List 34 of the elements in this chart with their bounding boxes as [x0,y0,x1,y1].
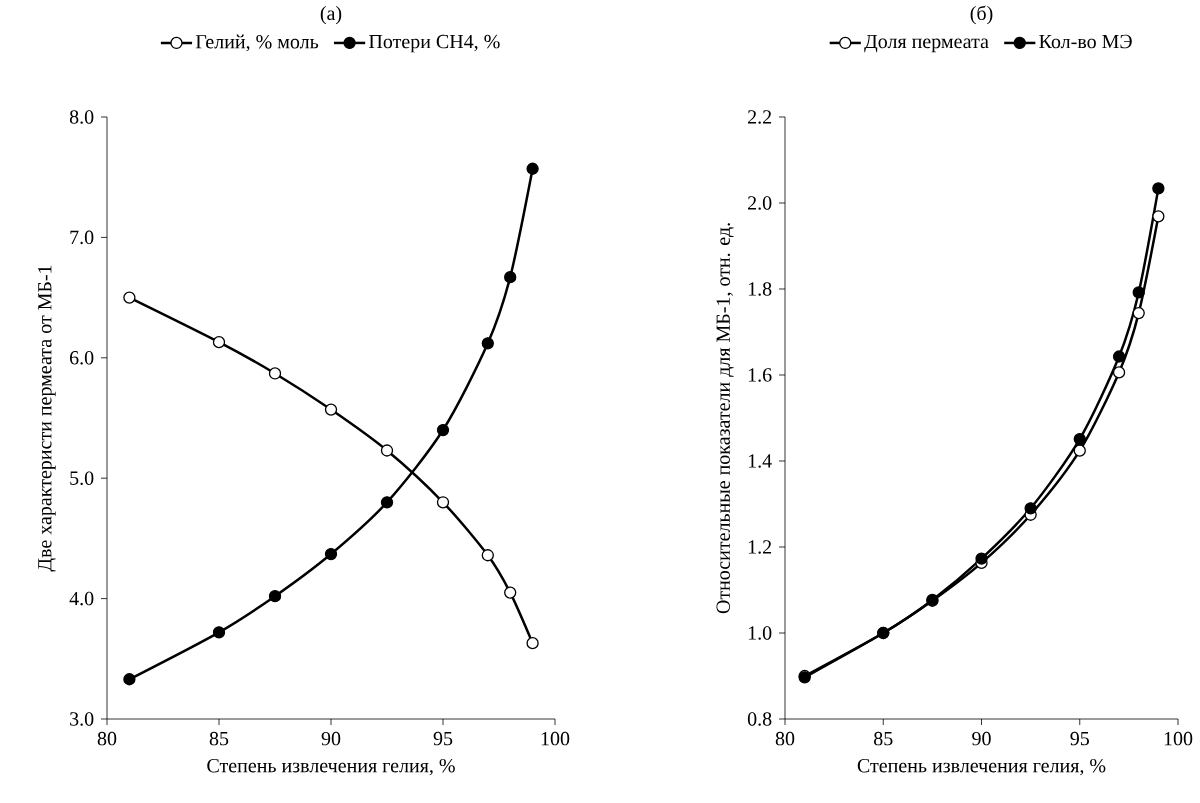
x-tick-label: 90 [321,731,341,746]
y-tick-label: 1.0 [748,626,772,640]
y-tick-label: 2.2 [748,110,772,124]
y-tick-label: 1.2 [748,540,772,554]
y-tick-label: 2.0 [748,196,772,210]
y-tick-label: 1.6 [748,368,772,382]
x-tick-label: 95 [1070,731,1089,746]
y-tick-label: 1.8 [748,282,772,296]
y-tick-label: 0.8 [747,712,772,726]
y-tick-label: 1.4 [748,454,772,468]
x-tick-label: 85 [209,731,229,746]
x-tick-label: 95 [433,731,453,746]
x-tick-label: 90 [972,731,991,746]
y-tick-label: 6.0 [69,351,94,365]
legend-label: Потери CH4, % [369,34,500,53]
y-tick-label: 5.0 [70,471,94,485]
y-axis-title: Относительные показатели для МБ-1, отн. ед. [716,223,734,614]
legend-label: Доля пермеата [864,34,989,53]
chart-title: (а) [320,6,342,25]
y-axis-title: Две характеристи пермеата от МБ-1 [38,265,56,572]
y-tick-label: 7.0 [70,230,94,245]
x-tick-label: 80 [97,731,117,746]
chart-title: (б) [970,5,993,25]
x-tick-label: 80 [775,731,795,746]
x-tick-label: 85 [874,731,893,746]
legend-label: Кол-во МЭ [1039,34,1132,49]
x-tick-label: 100 [541,731,570,746]
y-tick-label: 3.0 [70,712,94,726]
x-tick-label: 100 [1164,731,1193,746]
x-axis-title: Степень извлечения гелия, % [207,758,455,776]
x-axis-title: Степень извлечения гелия, % [857,758,1106,776]
legend-label: Гелий, % моль [195,34,319,52]
y-tick-label: 8.0 [69,110,94,124]
y-tick-label: 4.0 [69,591,94,606]
